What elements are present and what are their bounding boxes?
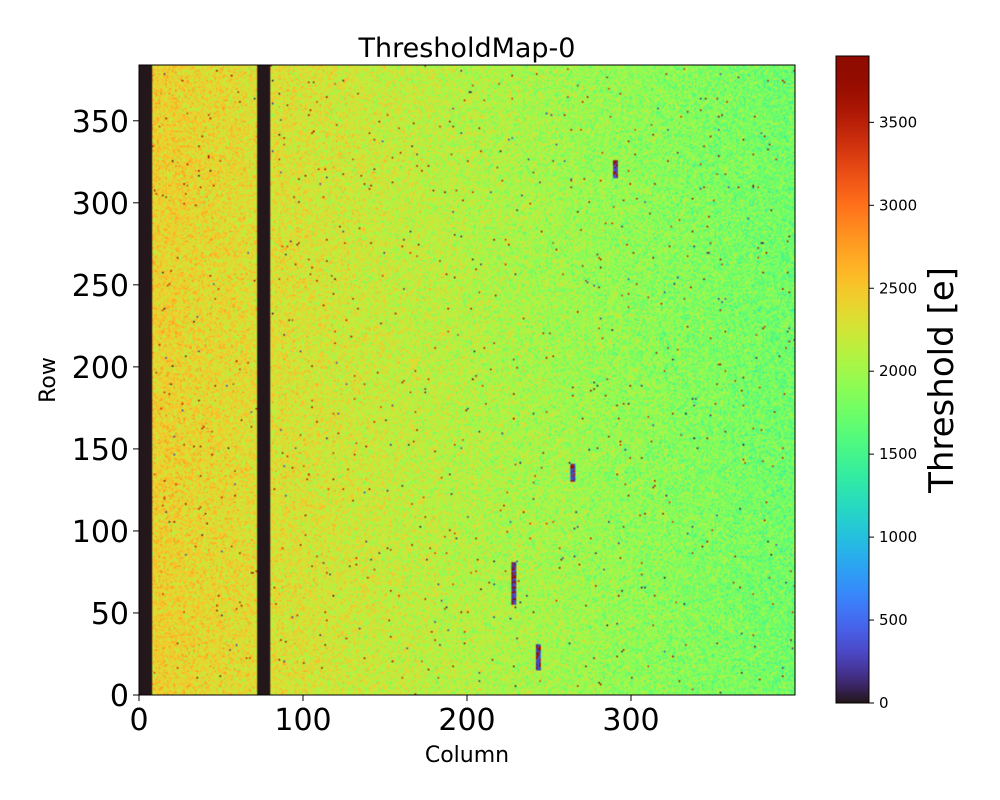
x-axis: 0 100 200 300 xyxy=(129,695,660,738)
y-tick-label: 200 xyxy=(72,351,129,386)
heatmap-plot xyxy=(138,64,796,696)
colorbar-tick-label: 3500 xyxy=(879,113,917,131)
x-tick-label: 100 xyxy=(274,703,331,738)
x-tick-label: 300 xyxy=(602,703,659,738)
y-axis-label: Row xyxy=(36,357,61,403)
colorbar-ticks: 0 500 1000 1500 2000 2500 3000 3500 xyxy=(869,113,917,712)
y-tick-label: 250 xyxy=(72,269,129,304)
colorbar-label: Threshold [e] xyxy=(922,267,962,494)
y-tick-label: 150 xyxy=(72,433,129,468)
y-axis: 0 50 100 150 200 250 300 350 xyxy=(72,105,139,714)
colorbar-tick-label: 2000 xyxy=(879,362,917,380)
colorbar-tick-label: 1500 xyxy=(879,445,917,463)
y-tick-label: 50 xyxy=(91,597,129,632)
y-tick-label: 350 xyxy=(72,105,129,140)
colorbar-tick-label: 500 xyxy=(879,611,908,629)
colorbar: 0 500 1000 1500 2000 2500 3000 3500 Threshold [… xyxy=(835,55,962,712)
colorbar-tick-label: 0 xyxy=(879,694,889,712)
x-tick-label: 0 xyxy=(129,703,148,738)
x-tick-label: 200 xyxy=(438,703,495,738)
heatmap-image xyxy=(139,65,795,695)
colorbar-tick-label: 2500 xyxy=(879,279,917,297)
y-tick-label: 300 xyxy=(72,187,129,222)
y-tick-label: 100 xyxy=(72,515,129,550)
chart-title: ThresholdMap-0 xyxy=(358,33,576,64)
colorbar-tick-label: 1000 xyxy=(879,528,917,546)
x-axis-label: Column xyxy=(425,743,509,768)
colorbar-gradient xyxy=(836,56,869,703)
colorbar-frame xyxy=(835,55,870,704)
y-tick-label: 0 xyxy=(110,679,129,714)
colorbar-tick-label: 3000 xyxy=(879,196,917,214)
